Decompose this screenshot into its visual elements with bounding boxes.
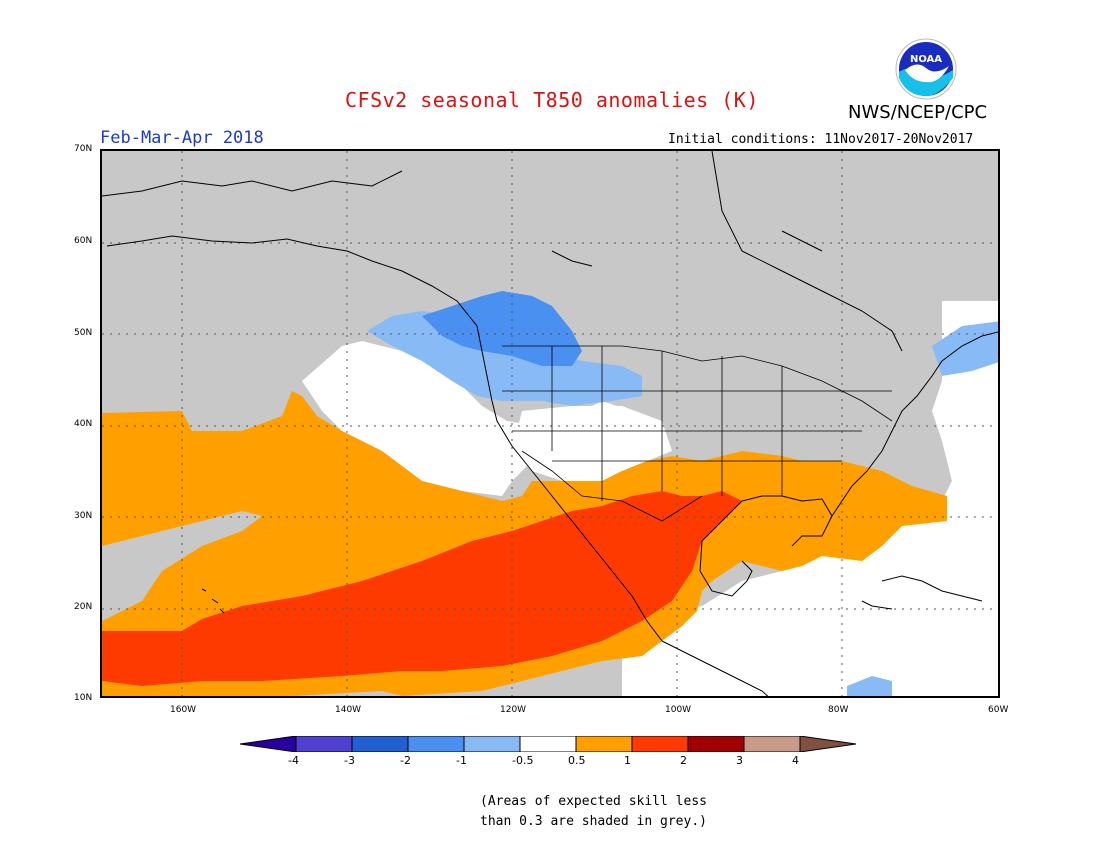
lon-label-140w: 140W bbox=[335, 705, 362, 715]
colorbar-swatches bbox=[240, 736, 857, 752]
lat-label-30n: 30N bbox=[74, 511, 93, 521]
cool-anomaly-light-blue-pacific-nw bbox=[367, 311, 642, 406]
colorbar-label: 4 bbox=[792, 754, 799, 767]
colorbar-label: 1 bbox=[624, 754, 631, 767]
colorbar bbox=[240, 736, 857, 752]
colorbar-label: -0.5 bbox=[512, 754, 534, 767]
skill-footnote-line1: (Areas of expected skill less bbox=[480, 794, 707, 809]
cool-anomaly-blue-pacific-nw bbox=[422, 291, 582, 366]
colorbar-swatch-max bbox=[799, 736, 857, 752]
noaa-logo: NOAA bbox=[895, 38, 957, 100]
lat-label-20n: 20N bbox=[74, 602, 93, 612]
lat-label-10n: 10N bbox=[74, 693, 93, 703]
colorbar-label: 3 bbox=[736, 754, 743, 767]
cool-anomaly-light-blue-atlantic bbox=[932, 321, 998, 376]
cool-anomaly-light-blue-caribbean bbox=[847, 676, 892, 696]
anomaly-map bbox=[100, 149, 1000, 698]
lon-label-120w: 120W bbox=[500, 705, 527, 715]
logo-lettering: NOAA bbox=[910, 54, 942, 65]
lat-label-50n: 50N bbox=[74, 328, 93, 338]
lon-label-60w: 60W bbox=[988, 705, 1009, 715]
colorbar-swatch bbox=[575, 736, 633, 752]
lon-label-80w: 80W bbox=[828, 705, 849, 715]
colorbar-swatch bbox=[295, 736, 353, 752]
lat-label-60n: 60N bbox=[74, 236, 93, 246]
agency-label: NWS/NCEP/CPC bbox=[848, 102, 988, 123]
forecast-period: Feb-Mar-Apr 2018 bbox=[100, 128, 264, 148]
lat-label-40n: 40N bbox=[74, 419, 93, 429]
lon-label-100w: 100W bbox=[665, 705, 692, 715]
colorbar-label: -2 bbox=[400, 754, 411, 767]
colorbar-label: 2 bbox=[680, 754, 687, 767]
coastlines bbox=[102, 151, 998, 696]
hawaii-islands bbox=[201, 588, 225, 614]
lat-label-70n: 70N bbox=[74, 144, 93, 154]
colorbar-label: 0.5 bbox=[568, 754, 586, 767]
colorbar-swatch bbox=[351, 736, 409, 752]
lon-label-160w: 160W bbox=[170, 705, 197, 715]
map-canvas bbox=[102, 151, 998, 696]
colorbar-label: -3 bbox=[344, 754, 355, 767]
near-normal-region-east bbox=[622, 301, 998, 696]
colorbar-swatch bbox=[519, 736, 577, 752]
colorbar-swatch bbox=[407, 736, 465, 752]
warm-anomaly-band-red bbox=[102, 491, 742, 686]
skill-footnote: (Areas of expected skill less than 0.3 a… bbox=[480, 792, 740, 832]
colorbar-swatch bbox=[743, 736, 801, 752]
colorbar-swatch-min bbox=[240, 736, 297, 752]
initial-conditions: Initial conditions: 11Nov2017-20Nov2017 bbox=[668, 132, 974, 147]
colorbar-label: -1 bbox=[456, 754, 467, 767]
colorbar-swatch bbox=[631, 736, 689, 752]
map-title: CFSv2 seasonal T850 anomalies (K) bbox=[345, 88, 759, 112]
political-borders bbox=[502, 345, 893, 522]
colorbar-swatch bbox=[463, 736, 521, 752]
colorbar-swatch bbox=[687, 736, 745, 752]
skill-footnote-line2: than 0.3 are shaded in grey.) bbox=[480, 814, 707, 829]
colorbar-label: -4 bbox=[288, 754, 299, 767]
